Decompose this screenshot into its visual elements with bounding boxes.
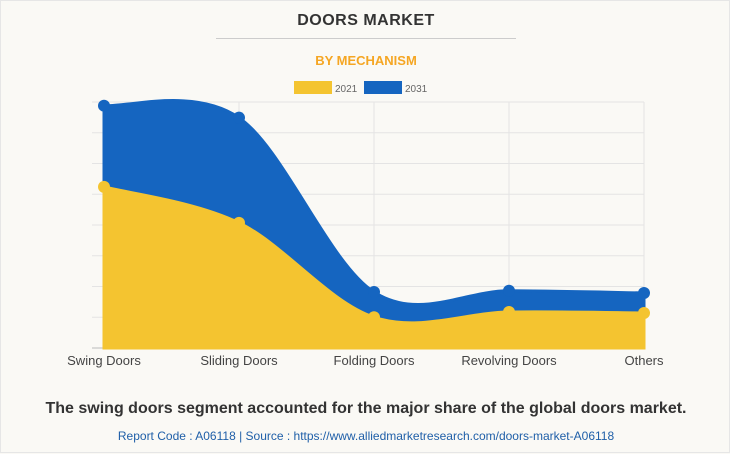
data-point-2021-2 <box>368 311 380 324</box>
data-point-2021-3 <box>503 306 515 319</box>
x-tick-label: Revolving Doors <box>461 353 557 368</box>
chart-title: DOORS MARKET <box>297 12 435 29</box>
legend-label-2031: 2031 <box>405 84 428 95</box>
data-point-2021-0 <box>98 180 110 193</box>
data-point-2021-1 <box>233 216 245 229</box>
x-tick-label: Folding Doors <box>334 353 415 368</box>
data-point-2031-4 <box>638 286 650 299</box>
legend-swatch-2021 <box>294 81 332 94</box>
data-point-2031-0 <box>98 99 110 112</box>
legend-swatch-2031 <box>364 81 402 94</box>
chart-subtitle: BY MECHANISM <box>315 53 417 68</box>
x-tick-label: Swing Doors <box>67 353 141 368</box>
data-point-2021-4 <box>638 306 650 319</box>
chart-caption: The swing doors segment accounted for th… <box>45 400 687 417</box>
data-point-2031-2 <box>368 286 380 299</box>
legend-label-2021: 2021 <box>335 84 358 95</box>
report-source: Report Code : A06118 | Source : https://… <box>117 429 615 443</box>
title-divider <box>216 38 516 39</box>
x-tick-label: Others <box>624 353 664 368</box>
x-tick-label: Sliding Doors <box>200 353 278 368</box>
data-point-2031-3 <box>503 284 515 297</box>
data-point-2031-1 <box>233 111 245 124</box>
